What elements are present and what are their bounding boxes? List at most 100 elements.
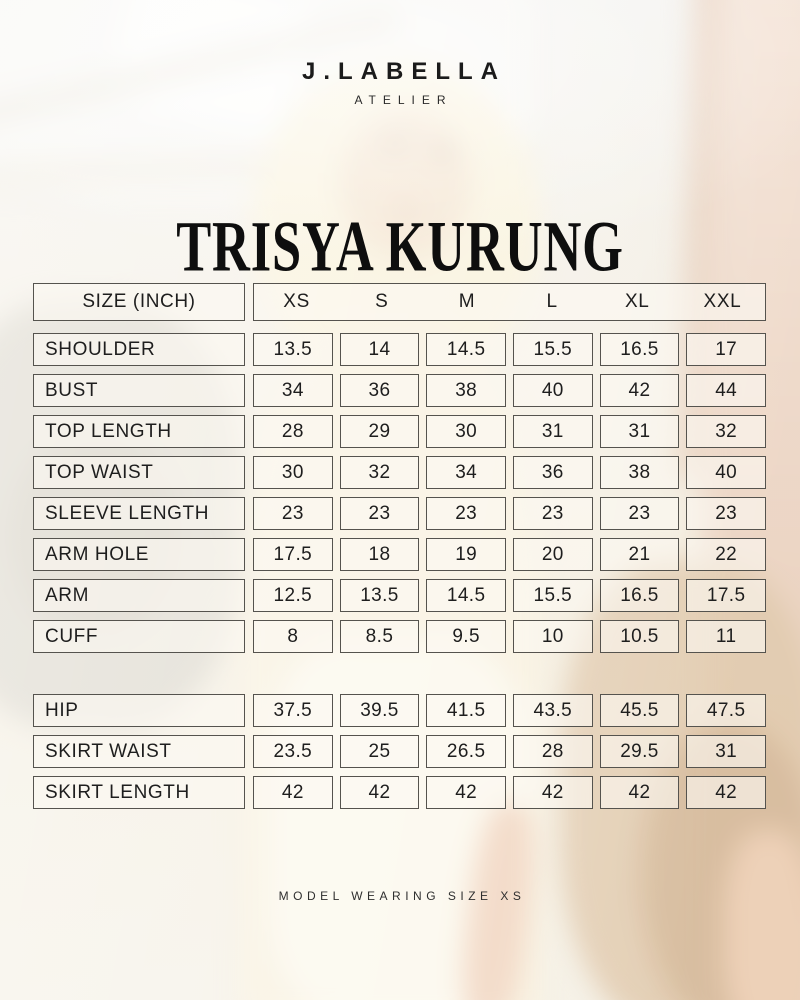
size-value: 14.5 xyxy=(426,579,506,612)
row-label: CUFF xyxy=(33,620,245,653)
size-value: 8 xyxy=(253,620,333,653)
size-value: 31 xyxy=(512,415,593,448)
size-value: 23 xyxy=(686,497,766,530)
size-value: 8.5 xyxy=(339,620,420,653)
size-value: 40 xyxy=(512,374,593,407)
size-value: 23 xyxy=(339,497,420,530)
size-value: 42 xyxy=(599,776,680,809)
table-row-hip: HIP 37.5 39.5 41.5 43.5 45.5 47.5 xyxy=(33,694,766,727)
size-column-header: XS xyxy=(283,291,310,312)
size-value: 47.5 xyxy=(686,694,766,727)
size-value: 32 xyxy=(686,415,766,448)
row-label: BUST xyxy=(33,374,245,407)
row-label: HIP xyxy=(33,694,245,727)
size-value: 15.5 xyxy=(512,579,593,612)
brand-subtitle: ATELIER xyxy=(354,93,453,107)
size-value: 28 xyxy=(512,735,593,768)
size-value: 36 xyxy=(339,374,420,407)
size-value: 42 xyxy=(426,776,506,809)
size-value: 10.5 xyxy=(599,620,680,653)
row-label: SLEEVE LENGTH xyxy=(33,497,245,530)
size-column-header: L xyxy=(546,291,558,312)
table-row-shoulder: SHOULDER 13.5 14 14.5 15.5 16.5 17 xyxy=(33,333,766,366)
size-value: 14.5 xyxy=(426,333,506,366)
size-value: 38 xyxy=(426,374,506,407)
size-value: 21 xyxy=(599,538,680,571)
size-value: 13.5 xyxy=(253,333,333,366)
size-value: 23 xyxy=(599,497,680,530)
size-value: 29 xyxy=(339,415,420,448)
row-values: 30 32 34 36 38 40 xyxy=(253,456,766,489)
row-values: 37.5 39.5 41.5 43.5 45.5 47.5 xyxy=(253,694,766,727)
row-label: SHOULDER xyxy=(33,333,245,366)
size-value: 31 xyxy=(686,735,766,768)
size-value: 36 xyxy=(512,456,593,489)
row-values: 42 42 42 42 42 42 xyxy=(253,776,766,809)
size-value: 23 xyxy=(253,497,333,530)
size-value: 11 xyxy=(686,620,766,653)
table-row-top-waist: TOP WAIST 30 32 34 36 38 40 xyxy=(33,456,766,489)
size-value: 45.5 xyxy=(599,694,680,727)
size-value: 39.5 xyxy=(339,694,420,727)
table-row-skirt-length: SKIRT LENGTH 42 42 42 42 42 42 xyxy=(33,776,766,809)
table-row-skirt-waist: SKIRT WAIST 23.5 25 26.5 28 29.5 31 xyxy=(33,735,766,768)
size-value: 41.5 xyxy=(426,694,506,727)
size-value: 34 xyxy=(253,374,333,407)
size-value: 37.5 xyxy=(253,694,333,727)
size-columns-header: XS S M L XL XXL xyxy=(253,283,766,321)
size-value: 9.5 xyxy=(426,620,506,653)
model-size-note: MODEL WEARING SIZE XS xyxy=(278,889,526,903)
size-value: 42 xyxy=(253,776,333,809)
row-label: ARM xyxy=(33,579,245,612)
size-value: 30 xyxy=(426,415,506,448)
table-row-bust: BUST 34 36 38 40 42 44 xyxy=(33,374,766,407)
size-column-header: XXL xyxy=(703,291,742,312)
row-label: TOP LENGTH xyxy=(33,415,245,448)
table-row-cuff: CUFF 8 8.5 9.5 10 10.5 11 xyxy=(33,620,766,653)
row-values: 17.5 18 19 20 21 22 xyxy=(253,538,766,571)
unit-header: SIZE (INCH) xyxy=(33,283,245,321)
size-column-header: M xyxy=(458,291,476,312)
brand-name: J.LABELLA xyxy=(302,58,506,85)
size-value: 23 xyxy=(426,497,506,530)
size-value: 16.5 xyxy=(599,579,680,612)
size-value: 32 xyxy=(339,456,420,489)
row-values: 13.5 14 14.5 15.5 16.5 17 xyxy=(253,333,766,366)
size-value: 23 xyxy=(512,497,593,530)
table-header-row: SIZE (INCH) XS S M L XL XXL xyxy=(33,283,766,321)
size-value: 30 xyxy=(253,456,333,489)
size-value: 40 xyxy=(686,456,766,489)
product-title: TRISYA KURUNG xyxy=(176,206,624,287)
size-column-header: XL xyxy=(625,291,650,312)
row-values: 8 8.5 9.5 10 10.5 11 xyxy=(253,620,766,653)
size-value: 14 xyxy=(339,333,420,366)
size-value: 25 xyxy=(339,735,420,768)
size-value: 18 xyxy=(339,538,420,571)
size-value: 42 xyxy=(599,374,680,407)
size-value: 34 xyxy=(426,456,506,489)
size-value: 15.5 xyxy=(512,333,593,366)
size-value: 13.5 xyxy=(339,579,420,612)
table-row-top-length: TOP LENGTH 28 29 30 31 31 32 xyxy=(33,415,766,448)
size-value: 29.5 xyxy=(599,735,680,768)
size-column-header: S xyxy=(375,291,389,312)
row-label: SKIRT LENGTH xyxy=(33,776,245,809)
row-values: 23.5 25 26.5 28 29.5 31 xyxy=(253,735,766,768)
size-value: 19 xyxy=(426,538,506,571)
row-label: ARM HOLE xyxy=(33,538,245,571)
table-row-arm: ARM 12.5 13.5 14.5 15.5 16.5 17.5 xyxy=(33,579,766,612)
size-value: 23.5 xyxy=(253,735,333,768)
size-value: 28 xyxy=(253,415,333,448)
size-value: 12.5 xyxy=(253,579,333,612)
row-values: 12.5 13.5 14.5 15.5 16.5 17.5 xyxy=(253,579,766,612)
size-value: 22 xyxy=(686,538,766,571)
row-label: SKIRT WAIST xyxy=(33,735,245,768)
table-row-sleeve-length: SLEEVE LENGTH 23 23 23 23 23 23 xyxy=(33,497,766,530)
row-label: TOP WAIST xyxy=(33,456,245,489)
size-value: 38 xyxy=(599,456,680,489)
size-value: 42 xyxy=(686,776,766,809)
size-value: 17.5 xyxy=(253,538,333,571)
size-value: 16.5 xyxy=(599,333,680,366)
size-value: 31 xyxy=(599,415,680,448)
